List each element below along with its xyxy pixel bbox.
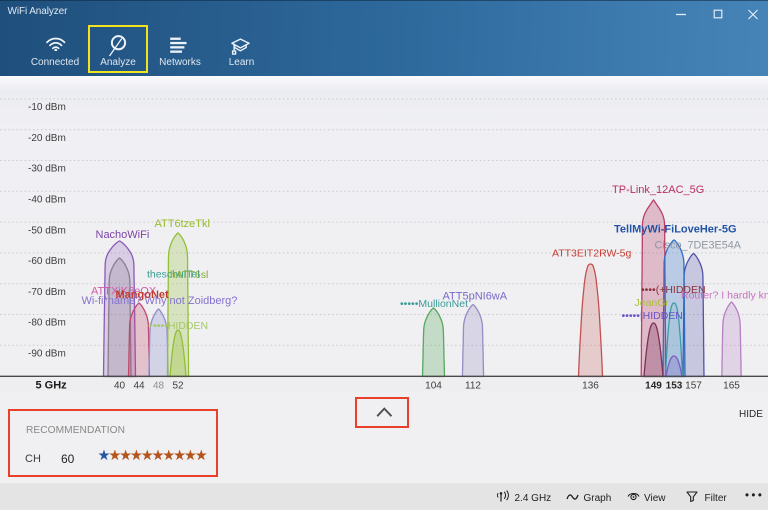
svg-text:-10 dBm: -10 dBm — [28, 102, 66, 113]
svg-text:-60 dBm: -60 dBm — [28, 256, 66, 267]
svg-text:48: 48 — [153, 381, 165, 392]
svg-text:40: 40 — [114, 381, 126, 392]
svg-text:theschulTel: theschulTel — [147, 269, 200, 281]
svg-text:136: 136 — [582, 381, 599, 392]
svg-text:149: 149 — [645, 381, 662, 392]
svg-text:-30 dBm: -30 dBm — [28, 164, 66, 175]
svg-text:112: 112 — [465, 381, 481, 392]
svg-text:Router? I hardly knew: Router? I hardly knew — [681, 290, 768, 302]
svg-text:ATT5pNI6wA: ATT5pNI6wA — [443, 291, 508, 303]
svg-text:44: 44 — [133, 381, 145, 392]
svg-text:Cisco_7DE3E54A: Cisco_7DE3E54A — [655, 240, 742, 252]
svg-text:-20 dBm: -20 dBm — [28, 133, 66, 144]
svg-text:TellMyWi-FiLoveHer-5G: TellMyWi-FiLoveHer-5G — [614, 224, 737, 236]
svg-text:••••(+HIDDEN: ••••(+HIDDEN — [641, 284, 706, 296]
svg-text:52: 52 — [172, 381, 184, 392]
svg-text:104: 104 — [425, 381, 442, 392]
svg-text:•••••MullionNet: •••••MullionNet — [400, 298, 468, 310]
svg-text:hATT6sl: hATT6sl — [170, 269, 208, 281]
svg-text:+••••HIDDEN: +••••HIDDEN — [147, 320, 208, 332]
svg-text:ATT3EIT2RW-5g: ATT3EIT2RW-5g — [552, 248, 632, 260]
svg-text:-50 dBm: -50 dBm — [28, 225, 66, 236]
svg-text:165: 165 — [723, 381, 740, 392]
svg-text:MangoNet: MangoNet — [116, 289, 170, 301]
svg-text:153: 153 — [666, 381, 683, 392]
svg-text:ATT6tzeTkl: ATT6tzeTkl — [155, 218, 210, 230]
svg-text:157: 157 — [685, 381, 702, 392]
svg-text:Wi-fi*name? Why not Zoidberg?: Wi-fi*name? Why not Zoidberg? — [82, 295, 238, 307]
svg-text:JeanGr: JeanGr — [635, 297, 670, 309]
svg-text:TP-Link_12AC_5G: TP-Link_12AC_5G — [612, 184, 704, 196]
svg-text:ATTXjK6eQX: ATTXjK6eQX — [91, 286, 157, 298]
svg-text:•••••|HIDDEN: •••••|HIDDEN — [622, 310, 683, 322]
svg-text:-70 dBm: -70 dBm — [28, 287, 66, 298]
svg-text:-90 dBm: -90 dBm — [28, 349, 66, 360]
svg-text:5 GHz: 5 GHz — [36, 380, 68, 392]
svg-text:-80 dBm: -80 dBm — [28, 318, 66, 329]
svg-text:NachoWiFi: NachoWiFi — [96, 229, 150, 241]
svg-text:-40 dBm: -40 dBm — [28, 195, 66, 206]
